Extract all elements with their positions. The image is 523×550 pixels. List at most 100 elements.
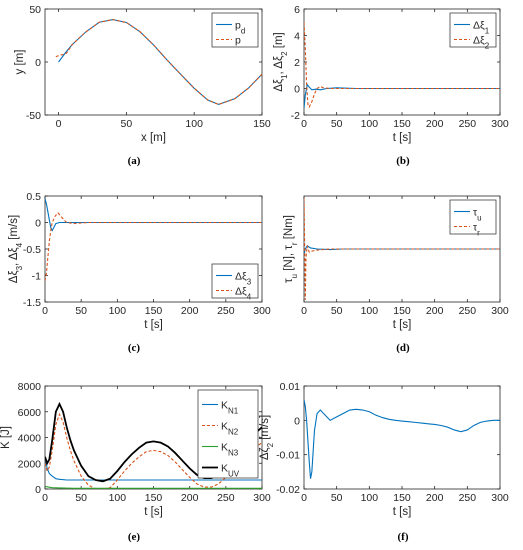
- panel-f: 0 50 100 150 200 250 300 -0.02 -0.01 0 0.01 t [s] Δζ…: [259, 381, 509, 543]
- series-line-p-d: [58, 19, 262, 105]
- x-tick-label: 200: [426, 492, 444, 504]
- x-tick-label: 0: [56, 118, 62, 130]
- figure-panels: 0 50 100 150 -50 0 50 x [m] y [m] pdp (a) 0 50 100 150…: [0, 4, 509, 543]
- y-tick-label: 2: [294, 57, 300, 69]
- y-tick-label: 0: [35, 484, 41, 496]
- panel-caption: (f): [398, 531, 409, 543]
- x-tick-label: 50: [121, 118, 133, 130]
- series-line--1: [304, 83, 500, 109]
- x-axis-label: t [s]: [393, 132, 412, 144]
- y-axis-label: y [m]: [14, 50, 26, 75]
- x-tick-label: 50: [331, 492, 343, 504]
- y-tick-label: 2000: [18, 458, 42, 470]
- legend-box: [449, 199, 497, 235]
- x-tick-label: 300: [253, 492, 271, 504]
- x-tick-label: 0: [301, 492, 307, 504]
- x-axis-label: t [s]: [393, 319, 412, 331]
- series-line--2: [304, 22, 500, 109]
- legend-a: pdp: [211, 12, 259, 48]
- series-line-k-n2: [45, 412, 262, 489]
- y-tick-label: 0: [294, 84, 300, 96]
- y-tick-label: 6: [294, 4, 300, 16]
- y-axis-label: τu [N], τr [Nm]: [283, 215, 299, 283]
- panel-a: 0 50 100 150 -50 0 50 x [m] y [m] pdp (a): [14, 4, 271, 167]
- x-tick-label: 150: [393, 305, 411, 317]
- x-tick-label: 250: [459, 492, 477, 504]
- x-tick-label: 300: [491, 492, 509, 504]
- legend-entry-label: τr: [473, 222, 480, 238]
- legend-entry-label: KN3: [221, 442, 239, 458]
- y-axis-label: K [J]: [0, 426, 12, 449]
- series-line-k-n3: [45, 485, 262, 489]
- series-line-p: [55, 19, 262, 105]
- series-line-main: [304, 399, 500, 479]
- y-tick-label: 8000: [18, 381, 42, 393]
- series-line--r: [304, 198, 500, 300]
- x-tick-label: 100: [185, 118, 203, 130]
- x-tick-label: 100: [109, 492, 127, 504]
- y-tick-label: 50: [29, 4, 41, 16]
- legend-entry-label: Δξ1: [473, 20, 490, 36]
- x-tick-label: 300: [253, 305, 271, 317]
- series-line--u: [304, 245, 500, 255]
- x-tick-label: 300: [491, 118, 509, 130]
- x-tick-label: 250: [459, 305, 477, 317]
- y-axis-label: Δξ1, Δξ2 [m]: [273, 32, 289, 92]
- x-tick-label: 250: [217, 492, 235, 504]
- legend-box: [211, 12, 259, 48]
- x-tick-label: 0: [42, 492, 48, 504]
- y-tick-label: -0.01: [276, 450, 300, 462]
- x-tick-label: 150: [253, 118, 271, 130]
- y-tick-label: 4: [294, 31, 300, 43]
- x-tick-label: 0: [301, 305, 307, 317]
- x-axis-label: t [s]: [144, 506, 163, 518]
- y-tick-label: -2: [291, 110, 300, 122]
- x-tick-label: 300: [491, 305, 509, 317]
- y-axis-label: Δξ3, Δξ4 [m/s]: [8, 215, 24, 283]
- panel-e: 0 50 100 150 200 250 300 0 2000 4000 6000 8000 t [s]…: [0, 381, 271, 543]
- x-tick-label: 100: [361, 305, 379, 317]
- legend-entry-label: p: [235, 35, 241, 47]
- y-tick-label: 0: [35, 57, 41, 69]
- panel-d: 0 50 100 150 200 250 300 t [s] τu [N], τr [Nm] τu…: [283, 195, 509, 354]
- x-tick-label: 0: [301, 118, 307, 130]
- x-tick-label: 50: [331, 118, 343, 130]
- panel-c: 0 50 100 150 200 250 300 -1.5 -1 -0.5 0 0.5 t [s] Δξ3…: [8, 191, 271, 354]
- x-tick-label: 200: [181, 492, 199, 504]
- y-tick-label: -1: [32, 271, 41, 283]
- y-tick-label: 0: [294, 415, 300, 427]
- y-tick-label: -1.5: [23, 297, 41, 309]
- x-tick-label: 100: [361, 118, 379, 130]
- x-tick-label: 250: [217, 305, 235, 317]
- panel-caption: (a): [128, 155, 141, 167]
- x-tick-label: 50: [75, 492, 87, 504]
- x-tick-label: 50: [331, 305, 343, 317]
- legend-entry-label: Δξ3: [235, 271, 252, 287]
- legend-box: [211, 263, 259, 299]
- x-tick-label: 150: [145, 492, 163, 504]
- x-tick-label: 200: [181, 305, 199, 317]
- x-tick-label: 100: [361, 492, 379, 504]
- panel-caption: (c): [128, 342, 141, 354]
- legend-entry-label: Δξ2: [473, 35, 490, 51]
- panel-caption: (d): [396, 342, 410, 354]
- x-tick-label: 100: [109, 305, 127, 317]
- legend-box: [449, 12, 497, 48]
- x-tick-label: 0: [42, 305, 48, 317]
- x-axis-label: t [s]: [393, 506, 412, 518]
- y-tick-label: 0: [35, 218, 41, 230]
- x-axis-label: x [m]: [141, 132, 166, 144]
- legend-entry-label: KN1: [221, 400, 239, 416]
- y-tick-label: -50: [26, 110, 41, 122]
- x-tick-label: 150: [145, 305, 163, 317]
- plot-frame-f: [303, 385, 501, 490]
- y-tick-label: 0.5: [26, 191, 41, 203]
- legend-e: KN1 KN2 KN3 KUV: [197, 389, 259, 479]
- legend-entry-label: KUV: [221, 463, 240, 479]
- legend-entry-label: τu: [473, 207, 482, 223]
- x-tick-label: 50: [75, 305, 87, 317]
